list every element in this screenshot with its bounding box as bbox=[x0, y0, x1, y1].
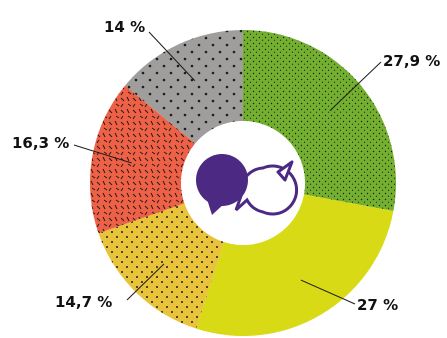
slice-label-27-9: 27,9 % bbox=[383, 52, 440, 70]
leader-line-27 bbox=[300, 279, 356, 305]
slice-label-14-7: 14,7 % bbox=[55, 293, 112, 311]
slice-16-3-texture bbox=[89, 85, 196, 234]
slice-label-27: 27 % bbox=[357, 296, 398, 314]
chat-bubble-outline-tail bbox=[276, 160, 294, 182]
labels-group: 27,9 % 27 % 14,7 % 16,3 % 14 % bbox=[12, 18, 440, 314]
chat-bubble-filled-icon bbox=[196, 154, 248, 206]
leader-line-16-3 bbox=[73, 144, 132, 164]
slice-14-texture bbox=[125, 30, 243, 144]
chat-bubbles-icon bbox=[196, 154, 299, 216]
leader-lines-group bbox=[73, 31, 382, 305]
slice-27 bbox=[196, 194, 394, 336]
leader-line-14 bbox=[148, 31, 196, 82]
leader-line-14-7 bbox=[126, 263, 165, 301]
slice-label-14: 14 % bbox=[104, 18, 145, 36]
slice-27-9-texture bbox=[243, 30, 396, 211]
slice-label-16-3: 16,3 % bbox=[12, 134, 69, 152]
chat-bubble-filled-tail bbox=[206, 196, 226, 215]
leader-line-27-9 bbox=[329, 61, 382, 112]
